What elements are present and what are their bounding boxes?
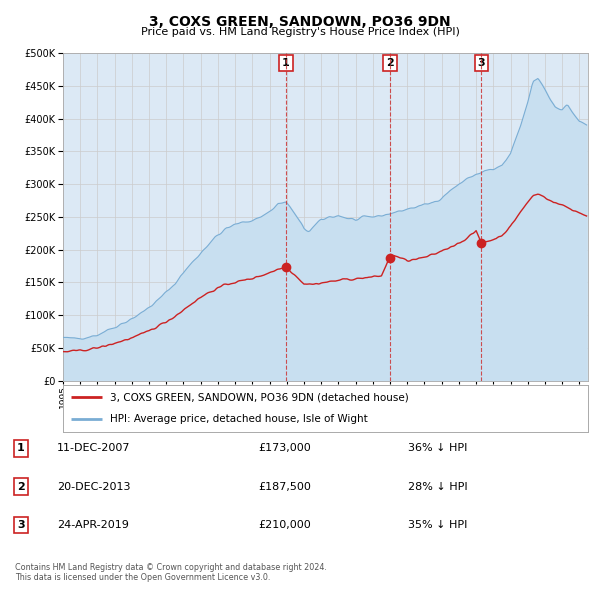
Text: £187,500: £187,500 — [258, 482, 311, 491]
Text: 36% ↓ HPI: 36% ↓ HPI — [408, 444, 467, 453]
Text: 3, COXS GREEN, SANDOWN, PO36 9DN: 3, COXS GREEN, SANDOWN, PO36 9DN — [149, 15, 451, 30]
Text: Price paid vs. HM Land Registry's House Price Index (HPI): Price paid vs. HM Land Registry's House … — [140, 27, 460, 37]
Text: 2: 2 — [386, 58, 394, 68]
Text: 28% ↓ HPI: 28% ↓ HPI — [408, 482, 467, 491]
Text: 3: 3 — [17, 520, 25, 530]
Text: £173,000: £173,000 — [258, 444, 311, 453]
Text: 35% ↓ HPI: 35% ↓ HPI — [408, 520, 467, 530]
Text: This data is licensed under the Open Government Licence v3.0.: This data is licensed under the Open Gov… — [15, 572, 271, 582]
Text: HPI: Average price, detached house, Isle of Wight: HPI: Average price, detached house, Isle… — [110, 414, 368, 424]
Text: £210,000: £210,000 — [258, 520, 311, 530]
Text: Contains HM Land Registry data © Crown copyright and database right 2024.: Contains HM Land Registry data © Crown c… — [15, 563, 327, 572]
Text: 20-DEC-2013: 20-DEC-2013 — [57, 482, 131, 491]
Text: 3: 3 — [478, 58, 485, 68]
Text: 1: 1 — [17, 444, 25, 453]
Text: 2: 2 — [17, 482, 25, 491]
Text: 11-DEC-2007: 11-DEC-2007 — [57, 444, 131, 453]
Text: 24-APR-2019: 24-APR-2019 — [57, 520, 129, 530]
Text: 3, COXS GREEN, SANDOWN, PO36 9DN (detached house): 3, COXS GREEN, SANDOWN, PO36 9DN (detach… — [110, 392, 409, 402]
Text: 1: 1 — [282, 58, 290, 68]
